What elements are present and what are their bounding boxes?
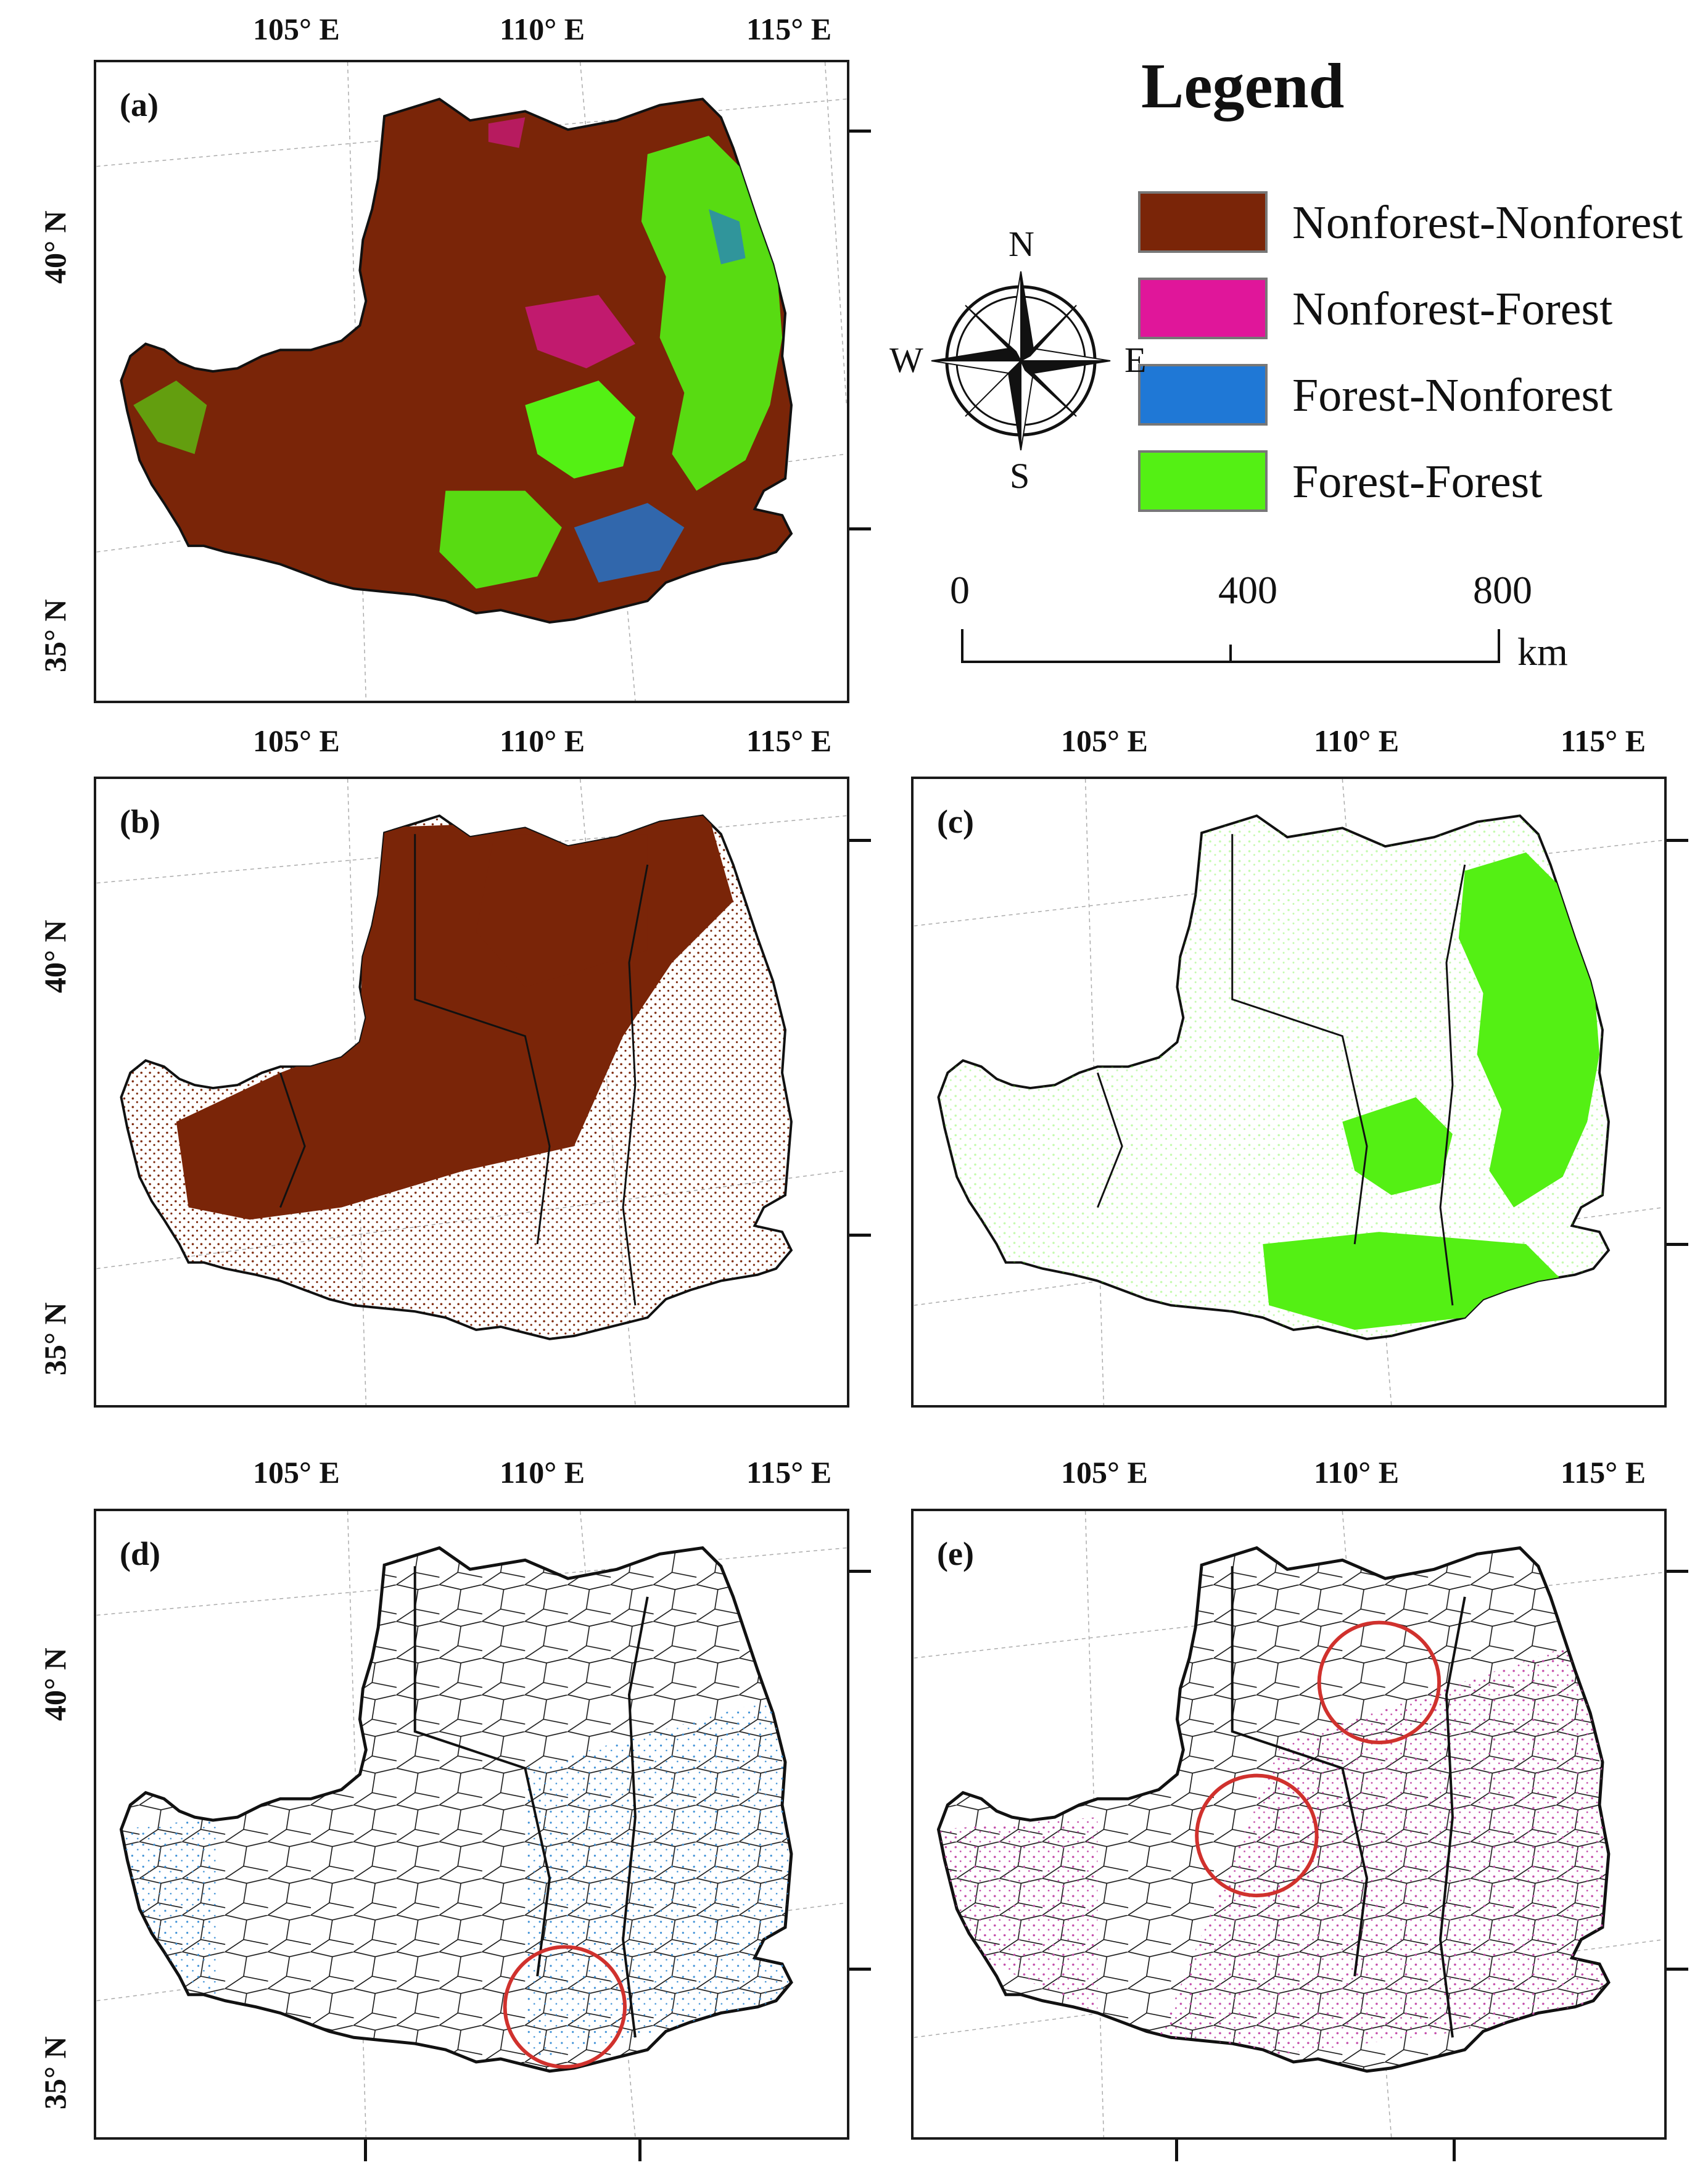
- lon-label-115: 115° E: [746, 1455, 832, 1490]
- lon-label-105: 105° E: [253, 724, 340, 758]
- highlight-circle: [1317, 1620, 1442, 1745]
- nonforest-nonforest-map: [96, 779, 847, 1405]
- frame-tick: [364, 2140, 367, 2161]
- lon-label-115: 115° E: [746, 12, 832, 46]
- lat-label-40: 40° N: [38, 920, 72, 993]
- panel-label: (a): [120, 86, 159, 123]
- lon-label-115: 115° E: [746, 724, 832, 758]
- legend-swatch: [1138, 364, 1268, 426]
- map-panel-a: (a): [94, 60, 849, 703]
- transition-map: [96, 62, 847, 701]
- legend-title: Legend: [1141, 51, 1345, 122]
- compass-south: S: [1010, 456, 1030, 496]
- legend-swatch: [1138, 191, 1268, 253]
- compass-rose-icon: N S W E: [888, 224, 1153, 496]
- frame-tick: [1667, 839, 1688, 842]
- map-panel-e: (e): [911, 1509, 1667, 2140]
- legend-label: Forest-Nonforest: [1292, 369, 1613, 421]
- frame-tick: [849, 1234, 871, 1237]
- lat-label-35: 35° N: [38, 1302, 72, 1375]
- province-boundaries: [279, 834, 649, 1306]
- lon-label-115: 115° E: [1561, 1455, 1646, 1490]
- province-boundaries: [1097, 834, 1466, 1306]
- forest-overlays: [133, 117, 783, 589]
- panel-label: (b): [120, 803, 160, 840]
- lon-label-110: 110° E: [1314, 1455, 1400, 1490]
- panel-label: (d): [120, 1535, 160, 1572]
- frame-tick: [638, 2140, 642, 2161]
- frame-tick: [849, 1968, 871, 1971]
- lon-label-115: 115° E: [1561, 724, 1646, 758]
- map-panel-c: (c): [911, 777, 1667, 1408]
- province-boundaries: [413, 1566, 649, 2038]
- frame-tick: [1667, 1968, 1688, 1971]
- frame-tick: [1667, 1243, 1688, 1246]
- lon-label-105: 105° E: [1061, 724, 1148, 758]
- forest-nonforest-map: [96, 1511, 847, 2137]
- forest-forest-map: [914, 779, 1664, 1405]
- frame-tick: [849, 527, 871, 530]
- scale-tick-label: 0: [950, 568, 970, 612]
- highlight-circle: [503, 1945, 627, 2069]
- legend-label: Nonforest-Forest: [1292, 283, 1613, 335]
- lon-label-105: 105° E: [253, 1455, 340, 1490]
- frame-tick: [1667, 1570, 1688, 1573]
- legend-swatch: [1138, 278, 1268, 339]
- panel-label: (e): [937, 1535, 974, 1572]
- compass-north: N: [1009, 224, 1034, 264]
- map-panel-d: (d): [94, 1509, 849, 2140]
- scale-tick-label: 400: [1218, 568, 1277, 612]
- scale-tick-label: 800: [1473, 568, 1532, 612]
- scale-bar: 0 400 800 km: [950, 567, 1568, 691]
- panel-label: (c): [937, 803, 974, 840]
- lon-label-105: 105° E: [1061, 1455, 1148, 1490]
- frame-tick: [1175, 2140, 1178, 2161]
- lon-label-105: 105° E: [253, 12, 340, 46]
- lat-label-40: 40° N: [38, 210, 72, 284]
- province-boundaries: [1231, 1566, 1466, 2038]
- lat-label-40: 40° N: [38, 1647, 72, 1721]
- lon-label-110: 110° E: [1314, 724, 1400, 758]
- lat-label-35: 35° N: [38, 2036, 72, 2109]
- legend-swatch: [1138, 450, 1268, 512]
- scale-unit: km: [1517, 630, 1568, 674]
- highlight-circle: [1195, 1773, 1319, 1898]
- frame-tick: [849, 839, 871, 842]
- lon-label-110: 110° E: [500, 12, 585, 46]
- lon-label-110: 110° E: [500, 1455, 585, 1490]
- frame-tick: [849, 1570, 871, 1573]
- frame-tick: [1453, 2140, 1456, 2161]
- nonforest-forest-map: [914, 1511, 1664, 2137]
- legend-label: Nonforest-Nonforest: [1292, 197, 1683, 249]
- frame-tick: [849, 130, 871, 133]
- lat-label-35: 35° N: [38, 599, 72, 672]
- compass-east: E: [1124, 340, 1147, 380]
- map-panel-b: (b): [94, 777, 849, 1408]
- lon-label-110: 110° E: [500, 724, 585, 758]
- compass-west: W: [889, 340, 923, 380]
- legend-label: Forest-Forest: [1292, 456, 1543, 508]
